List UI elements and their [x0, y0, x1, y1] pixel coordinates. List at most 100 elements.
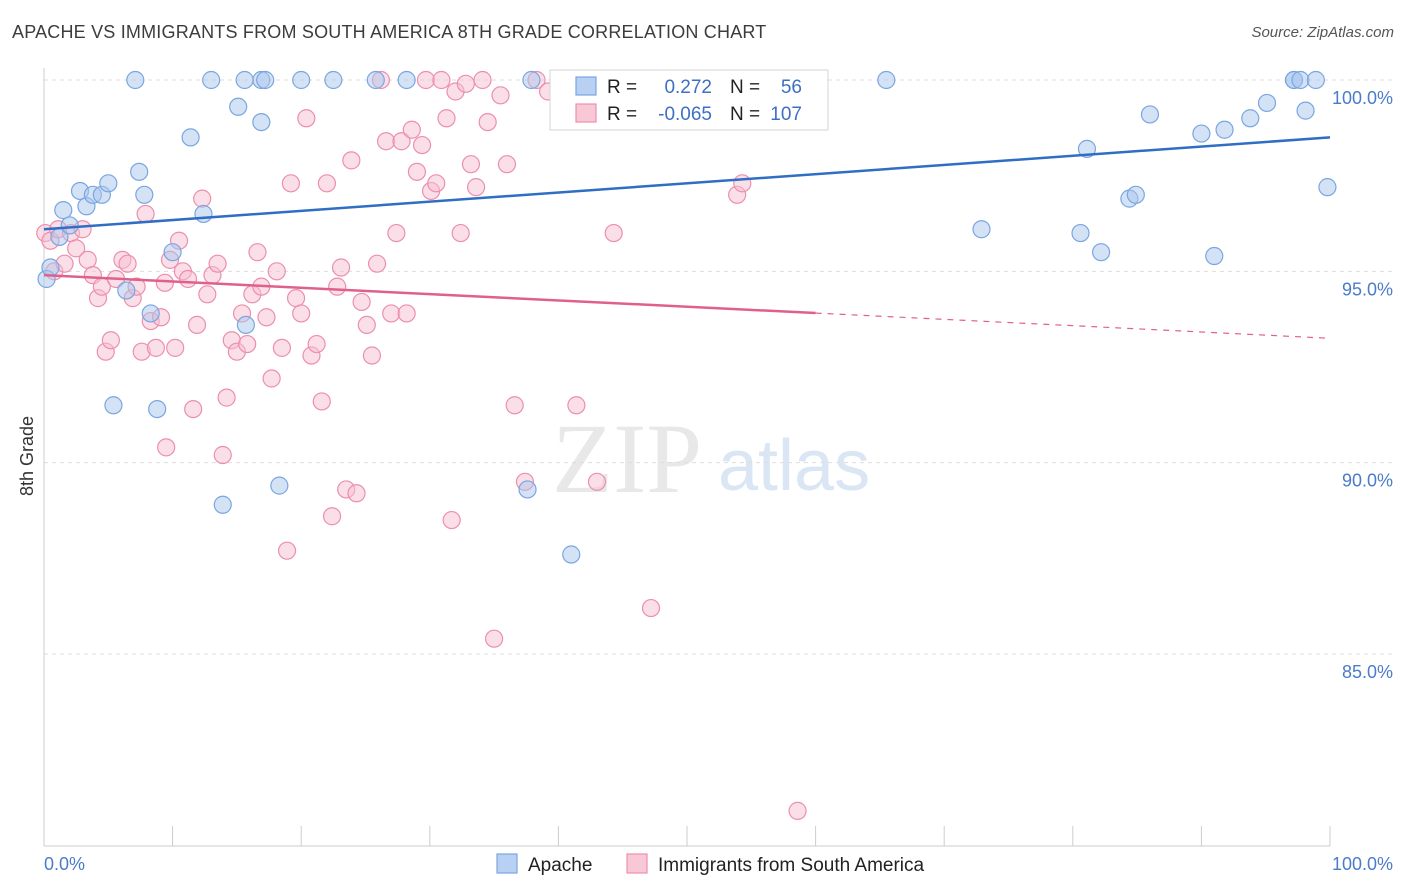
apache-point-30: [324, 70, 343, 90]
immigrants-point-101: [641, 598, 661, 618]
immigrants-point-103: [733, 174, 752, 193]
bottom-legend-swatch-immigrants: [626, 853, 648, 874]
apache-point-24: [126, 70, 145, 90]
stats-legend: R = 0.272 N = 56 R = -0.065 N = 107: [549, 69, 829, 131]
immigrants-point-43: [248, 243, 267, 262]
apache-point-32: [397, 70, 416, 90]
series-legend: Apache Immigrants from South America: [496, 853, 925, 876]
trend-lines: [43, 136, 1331, 339]
immigrants-point-29: [178, 269, 198, 289]
bottom-legend-label-apache: Apache: [528, 855, 592, 876]
trend-line-immigrants: [43, 273, 816, 315]
stats-r-value-immigrants: -0.065: [658, 104, 712, 125]
immigrants-point-62: [342, 151, 361, 170]
immigrants-point-49: [277, 541, 297, 560]
immigrants-point-26: [166, 338, 185, 357]
apache-point-45: [1192, 124, 1211, 143]
apache-point-34: [522, 70, 541, 90]
x-ticks: [43, 826, 1331, 846]
apache-point-53: [1306, 70, 1325, 90]
watermark: ZIP atlas: [552, 403, 870, 514]
trend-line-immigrants-extension: [815, 312, 1331, 339]
immigrants-point-22: [146, 338, 165, 357]
apache-point-15: [148, 399, 167, 419]
immigrants-point-6: [67, 239, 86, 258]
stats-n-value-immigrants: 107: [770, 104, 802, 125]
immigrants-point-36: [213, 445, 232, 465]
immigrants-point-69: [376, 132, 396, 151]
immigrants-point-80: [432, 70, 451, 90]
apache-point-12: [117, 281, 136, 300]
immigrants-point-90: [485, 629, 504, 648]
immigrants-point-73: [397, 304, 416, 323]
apache-point-28: [256, 70, 275, 90]
y-tick-label-1: 95.0%: [1342, 279, 1393, 299]
immigrants-point-87: [466, 178, 486, 197]
apache-point-14: [141, 304, 160, 323]
immigrants-point-70: [382, 304, 401, 323]
apache-point-3: [54, 201, 73, 220]
immigrants-point-48: [272, 338, 292, 357]
immigrants-point-99: [587, 472, 607, 491]
immigrants-point-45: [257, 308, 276, 327]
immigrants-point-104: [788, 801, 807, 820]
immigrants-point-57: [317, 174, 337, 193]
apache-point-43: [1126, 185, 1145, 204]
immigrants-point-52: [292, 304, 311, 323]
x-tick-label-left: 0.0%: [44, 854, 85, 874]
stats-n-label-apache: N =: [730, 77, 760, 98]
immigrants-point-59: [328, 277, 347, 296]
immigrants-point-89: [478, 112, 497, 132]
apache-point-9: [99, 174, 118, 193]
apache-point-37: [877, 70, 896, 90]
legend-swatch-immigrants: [575, 103, 597, 123]
apache-point-26: [235, 70, 254, 90]
apache-point-29: [292, 70, 311, 90]
immigrants-point-46: [262, 369, 281, 388]
immigrants-point-91: [491, 86, 510, 105]
apache-point-21: [252, 112, 271, 132]
watermark-zip: ZIP: [552, 403, 702, 514]
immigrants-point-51: [286, 289, 306, 308]
y-tick-label-3: 85.0%: [1342, 662, 1393, 682]
immigrants-point-31: [187, 315, 207, 335]
apache-point-39: [1077, 139, 1097, 158]
immigrants-point-85: [456, 74, 475, 93]
bottom-legend-label-immigrants: Immigrants from South America: [658, 855, 925, 876]
chart-source: Source: ZipAtlas.com: [1251, 24, 1394, 41]
apache-point-18: [194, 204, 213, 224]
immigrants-point-20: [136, 204, 155, 224]
immigrants-point-50: [281, 174, 301, 193]
immigrants-point-75: [407, 162, 427, 181]
apache-point-51: [1291, 70, 1310, 90]
immigrants-point-82: [442, 510, 461, 530]
immigrants-point-66: [362, 346, 382, 365]
grid-lines: [44, 79, 1394, 655]
immigrants-point-35: [208, 254, 227, 273]
apache-point-20: [229, 97, 248, 116]
immigrants-point-84: [451, 223, 470, 243]
apache-point-4: [60, 216, 79, 235]
immigrants-point-98: [567, 396, 586, 415]
trend-line-apache: [43, 136, 1331, 231]
immigrants-point-77: [416, 70, 436, 90]
immigrants-point-74: [402, 120, 421, 139]
apache-point-41: [1091, 243, 1111, 262]
chart-title: APACHE VS IMMIGRANTS FROM SOUTH AMERICA …: [12, 22, 767, 42]
immigrants-point-100: [604, 223, 623, 243]
watermark-atlas: atlas: [718, 426, 870, 506]
immigrants-point-47: [267, 262, 286, 281]
apache-point-55: [1318, 178, 1337, 197]
immigrants-point-58: [322, 507, 342, 526]
immigrants-point-86: [461, 155, 481, 174]
apache-point-25: [202, 70, 221, 90]
stats-r-label-apache: R =: [607, 77, 637, 98]
stats-r-label-immigrants: R =: [607, 104, 637, 125]
apache-point-23: [270, 476, 289, 495]
bottom-legend-swatch-apache: [496, 853, 518, 874]
immigrants-point-60: [331, 258, 351, 277]
immigrants-point-79: [427, 174, 446, 193]
immigrants-point-81: [437, 109, 456, 128]
immigrants-point-41: [238, 334, 257, 354]
